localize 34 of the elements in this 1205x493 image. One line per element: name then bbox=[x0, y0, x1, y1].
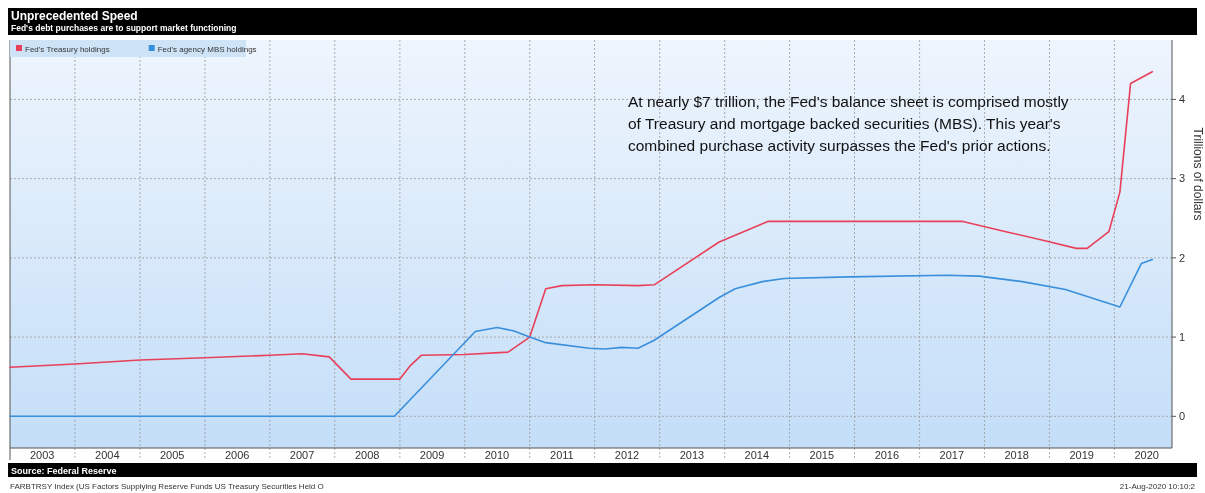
x-tick-label: 2007 bbox=[289, 449, 315, 461]
y-tick-label: 2 bbox=[1179, 251, 1186, 264]
x-tick-label: 2019 bbox=[1069, 449, 1094, 461]
x-tick-label: 2016 bbox=[874, 449, 900, 461]
x-tick-label: 2004 bbox=[95, 449, 120, 461]
x-tick-label: 2010 bbox=[484, 449, 510, 461]
line-series bbox=[9, 70, 1154, 380]
legend-label: Fed's Treasury holdings bbox=[25, 44, 110, 54]
annotation: At nearly $7 trillion, the Fed's balance sheet is comprised mostly of Treasury and mortgage backed securities (MBS). This year's combined purchase activity surpasses the Fed's prior actions. bbox=[628, 93, 1069, 154]
chart-subtitle: Fed's debt purchases are to support market functioning bbox=[11, 23, 237, 33]
chart-title: Unprecedented Speed bbox=[11, 9, 138, 23]
x-tick-label: 2017 bbox=[939, 449, 965, 461]
x-tick-label: 2013 bbox=[679, 449, 705, 461]
x-tick-label: 2018 bbox=[1004, 449, 1029, 461]
line-series bbox=[9, 258, 1154, 418]
x-tick-label: 2014 bbox=[744, 449, 770, 461]
text: FARBTRSY Index (US Factors Supplying Reserve Funds US Treasury Securities Held O bbox=[10, 482, 324, 491]
x-tick-label: 2020 bbox=[1134, 449, 1159, 461]
y-tick-label: 1 bbox=[1179, 330, 1186, 343]
x-tick-label: 2003 bbox=[29, 449, 55, 461]
text: 21-Aug-2020 10:10:2 bbox=[1119, 482, 1196, 491]
x-tick-label: 2012 bbox=[614, 449, 640, 461]
y-tick-label: 4 bbox=[1179, 93, 1186, 106]
x-tick-label: 2005 bbox=[159, 449, 185, 461]
x-tick-label: 2015 bbox=[809, 449, 835, 461]
x-tick-label: 2011 bbox=[550, 449, 574, 461]
x-tick-label: 2006 bbox=[224, 449, 250, 461]
y-tick-label: 3 bbox=[1179, 172, 1186, 185]
y-tick-label: 0 bbox=[1179, 410, 1186, 423]
x-tick-label: 2008 bbox=[354, 449, 380, 461]
x-tick-label: 2009 bbox=[419, 449, 445, 461]
legend-label: Fed's agency MBS holdings bbox=[157, 44, 257, 54]
y-axis-title: Trillions of dollars bbox=[1191, 127, 1205, 221]
source-note: Source: Federal Reserve bbox=[11, 465, 117, 476]
